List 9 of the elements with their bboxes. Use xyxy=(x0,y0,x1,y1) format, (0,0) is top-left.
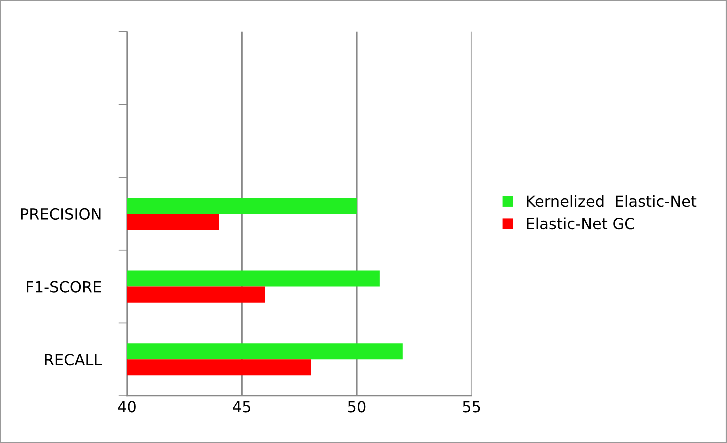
x-tick-label: 45 xyxy=(233,401,250,413)
x-tick-label: 50 xyxy=(348,401,366,413)
x-tick-label: 40 xyxy=(118,401,136,413)
y-tick-label: RECALL xyxy=(45,354,102,366)
legend-label: Elastic-Net GC xyxy=(527,218,634,230)
y-tick-label: F1-SCORE xyxy=(27,281,102,293)
x-tick-label: 55 xyxy=(463,401,480,413)
y-tick-label: PRECISION xyxy=(21,208,101,220)
legend-label: Kernelized Elastic-Net xyxy=(527,195,697,208)
